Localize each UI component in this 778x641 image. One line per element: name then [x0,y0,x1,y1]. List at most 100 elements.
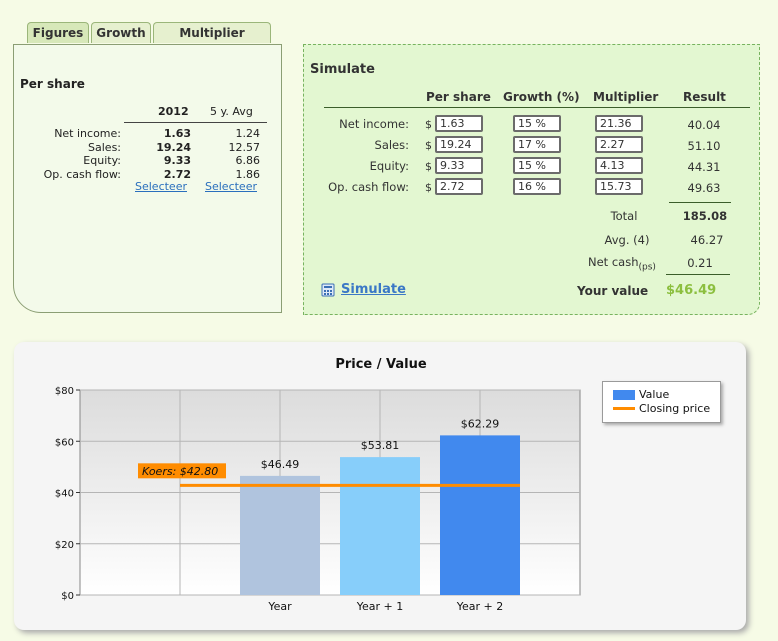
bars [240,435,520,595]
bar [240,475,320,595]
multiplier-input[interactable] [595,157,643,174]
growth-input[interactable] [513,157,561,174]
x-tick-label: Year + 1 [356,600,404,613]
avg-value: 46.27 [690,233,724,247]
x-tick-label: Year [267,600,292,613]
closing-price-label-bg [138,463,226,479]
result-value: 49.63 [687,181,721,195]
data-label: $53.81 [361,439,400,452]
legend-label: Value [639,388,670,401]
col-avg-header: 5 y. Avg [210,105,253,118]
avg-value: 1.86 [235,167,261,181]
select-year-link[interactable]: Selecteer [135,180,187,193]
currency: $ [425,160,432,173]
closing-price: Koers: $42.80 [138,463,520,487]
legend-swatch [613,389,635,400]
per-share-panel: Per share 2012 5 y. Avg Net income: Sale… [13,44,282,313]
result-value: 40.04 [687,118,721,132]
currency: $ [425,139,432,152]
result-value: 44.31 [687,160,721,174]
avg-value: 6.86 [235,154,261,167]
bar [440,435,520,595]
legend-label: Closing price [639,402,711,415]
tab-growth[interactable]: Growth [91,22,151,43]
row-labels: Net income: Sales: Equity: Op. cash flow… [44,127,121,181]
total-label: Total [610,209,638,223]
row-label: Op. cash flow: [328,180,409,194]
header-divider [324,107,750,108]
year-values: 1.63 19.24 9.33 2.72 [156,127,191,181]
select-avg-link[interactable]: Selecteer [205,180,257,193]
header-divider [124,122,267,123]
row-label: Sales: [374,138,409,152]
data-label: $62.29 [461,417,500,430]
per-share-title: Per share [20,77,85,91]
x-tick-label: Year + 2 [456,600,504,613]
legend-item-closing: Closing price [613,402,710,415]
currency: $ [425,118,432,131]
your-value-label: Your value [577,284,649,298]
net-cash-sub: (ps) [638,262,656,273]
total-divider [669,202,731,203]
growth-input[interactable] [513,136,561,153]
simulate-button[interactable]: Simulate [321,282,406,297]
growth-input[interactable] [513,115,561,132]
multiplier-input[interactable] [595,178,643,195]
your-value: $46.49 [666,283,717,298]
col-result: Result [683,90,726,104]
tab-bar: Figures Growth Multiplier [27,22,273,43]
closing-price-label: Koers: $42.80 [142,465,218,478]
bar [340,457,420,595]
row-label: Equity: [83,154,121,167]
avg-value: 1.24 [235,127,261,140]
y-tick-label: $60 [55,437,74,448]
tab-figures[interactable]: Figures [27,22,89,43]
y-tick-label: $40 [55,489,74,500]
row-label: Net income: [54,127,121,140]
col-per-share: Per share [426,90,491,104]
net-cash-value: 0.21 [687,256,713,270]
result-value: 51.10 [687,139,721,153]
simulate-panel: Simulate Per share Growth (%) Multiplier… [303,44,760,315]
row-label: Op. cash flow: [43,167,121,181]
chart-legend: Value Closing price [602,381,721,423]
year-value: 19.24 [156,140,191,154]
avg-value: 12.57 [228,140,261,154]
legend-swatch [613,407,635,410]
row-label: Equity: [369,159,409,173]
legend-item-value: Value [613,388,669,401]
avg-values: 1.24 12.57 6.86 1.86 [229,127,261,181]
chart-title: Price / Value [335,357,427,372]
row-label: Sales: [88,140,121,154]
per-share-input[interactable] [435,136,483,153]
avg-label: Avg. (4) [604,233,650,247]
labels: $0 $20 $40 $60 $80 $46.49 Year $53.81 Year + 1 $6… [55,386,503,613]
col-year-header: 2012 [158,105,189,118]
calculator-icon [321,283,335,296]
multiplier-input[interactable] [595,136,643,153]
year-value: 9.33 [163,154,191,167]
year-value: 2.72 [163,167,191,181]
per-share-input[interactable] [435,115,483,132]
year-value: 1.63 [163,127,191,140]
growth-input[interactable] [513,178,561,195]
y-tick-label: $20 [55,540,74,551]
y-tick-label: $80 [55,386,74,397]
net-cash-label: Net cash(ps) [588,255,656,272]
col-multiplier: Multiplier [593,90,659,104]
per-share-input[interactable] [435,157,483,174]
simulate-title: Simulate [310,62,375,77]
row-label: Net income: [339,117,409,131]
multiplier-input[interactable] [595,115,643,132]
total-value: 185.08 [682,209,728,223]
simulate-link[interactable]: Simulate [341,282,406,297]
data-label: $46.49 [261,458,300,471]
per-share-input[interactable] [435,178,483,195]
y-tick-label: $0 [61,591,74,602]
value-divider [666,274,730,275]
net-cash-text: Net cash [588,255,639,269]
tab-multiplier[interactable]: Multiplier [153,22,271,43]
currency: $ [425,181,432,194]
col-growth: Growth (%) [503,90,580,104]
